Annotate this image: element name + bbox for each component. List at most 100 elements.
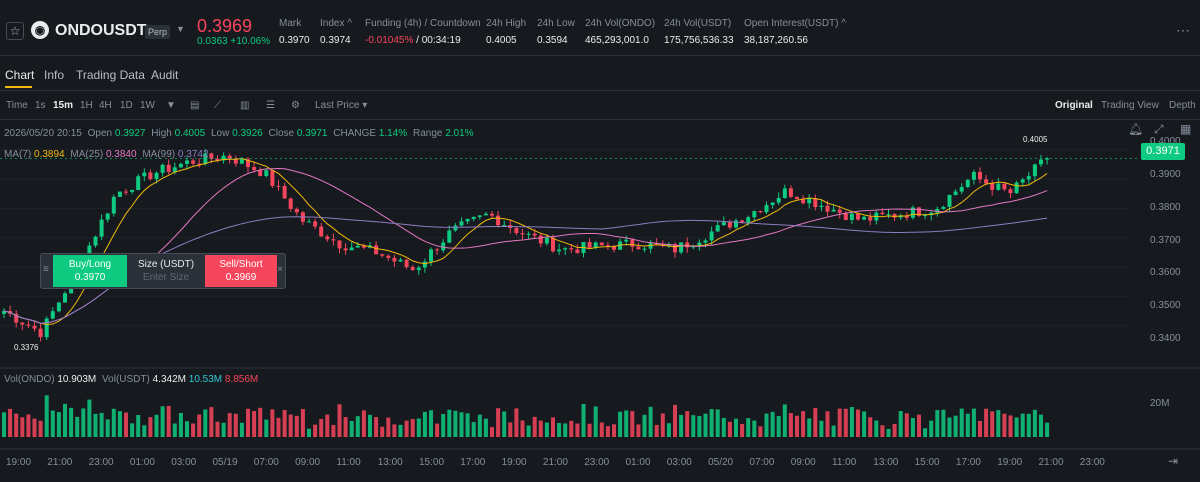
buy-long-button[interactable]: Buy/Long 0.3970 — [53, 255, 127, 287]
candle-body — [734, 220, 738, 228]
gear-icon[interactable]: ⚙ — [291, 100, 300, 111]
active-tab-indicator — [5, 86, 32, 88]
candle-body — [276, 185, 281, 187]
settings-sliders-icon[interactable]: ☰ — [266, 100, 275, 111]
expand-icon[interactable]: ⤢ — [1154, 122, 1164, 136]
candle-body — [697, 242, 702, 246]
interval-4h[interactable]: 4H — [99, 100, 112, 111]
candle-body — [398, 259, 403, 262]
candle-body — [624, 239, 629, 242]
volume-bar — [727, 421, 732, 437]
view-trading-view[interactable]: Trading View — [1101, 100, 1159, 111]
indicator-icon[interactable]: ⟋ — [214, 100, 221, 111]
volume-bar — [215, 421, 220, 437]
volume-bar — [172, 423, 177, 437]
y-tick: 0.3700 — [1150, 235, 1181, 246]
volume-bar — [319, 418, 324, 437]
volume-bar — [636, 424, 641, 437]
x-tick: 23:00 — [88, 457, 114, 468]
volume-bar — [563, 423, 568, 437]
x-tick: 13:00 — [873, 457, 899, 468]
chart-type-icon[interactable]: ▥ — [240, 100, 250, 111]
candle-body — [978, 172, 982, 180]
grid-icon[interactable]: ▦ — [1180, 122, 1192, 136]
symbol-title[interactable]: ONDOUSDT — [55, 22, 147, 39]
volume-bar — [276, 417, 281, 437]
volume-bar — [746, 418, 751, 437]
candle-body — [349, 247, 354, 251]
volume-bar — [325, 414, 330, 437]
volume-bar — [544, 422, 549, 437]
volume-bar — [910, 417, 915, 437]
candle-body — [136, 176, 141, 191]
sell-short-button[interactable]: Sell/Short 0.3969 — [205, 255, 277, 287]
candle-body — [520, 233, 525, 235]
last-price-dropdown[interactable]: Last Price ▾ — [315, 100, 368, 111]
volume-bar — [502, 411, 507, 437]
chevron-down-icon[interactable]: ▼ — [166, 100, 176, 111]
x-tick: 15:00 — [419, 457, 445, 468]
candle-body — [990, 183, 995, 190]
price-change: 0.0363 +10.06% — [197, 36, 271, 47]
volume-bar — [551, 417, 555, 437]
stat-open-interest[interactable]: Open Interest(USDT) ^ 38,187,260.56 — [744, 18, 846, 46]
interval-1d[interactable]: 1D — [120, 100, 133, 111]
interval-1h[interactable]: 1H — [80, 100, 93, 111]
volume-bar — [825, 411, 830, 437]
volume-bar — [898, 411, 903, 437]
candle-body — [227, 155, 232, 159]
volume-bar — [69, 407, 74, 437]
x-tick: 01:00 — [129, 457, 155, 468]
calendar-icon[interactable]: ▤ — [190, 100, 200, 111]
more-icon[interactable]: ⋯ — [1176, 22, 1190, 38]
volume-bar — [441, 414, 446, 437]
tab-trading-data[interactable]: Trading Data — [76, 68, 145, 82]
chart-area[interactable] — [0, 121, 1200, 479]
high-price-tag: 0.4005 — [1023, 135, 1048, 144]
candle-body — [166, 164, 171, 172]
candle-body — [788, 188, 793, 197]
star-icon[interactable]: ☆ — [6, 22, 24, 40]
candle-body — [465, 219, 470, 222]
bell-icon[interactable]: 🔔︎ — [1128, 122, 1144, 136]
candle-body — [959, 187, 964, 192]
x-tick: 17:00 — [955, 457, 981, 468]
volume-bar — [386, 417, 391, 437]
volume-bar — [526, 425, 531, 437]
volume-bar — [14, 413, 19, 437]
candle-body — [776, 197, 781, 203]
x-tick: 09:00 — [295, 457, 321, 468]
volume-bar — [971, 408, 976, 437]
volume-bar — [178, 413, 183, 437]
candle-body — [904, 215, 909, 218]
volume-bar — [288, 414, 293, 437]
size-input[interactable]: Size (USDT) Enter Size — [137, 259, 195, 283]
interval-1w[interactable]: 1W — [140, 100, 155, 111]
x-tick: 07:00 — [749, 457, 775, 468]
candle-body — [14, 313, 19, 323]
low-price-tag: 0.3376 — [14, 343, 39, 352]
candle-body — [32, 325, 37, 329]
interval-15m[interactable]: 15m — [53, 100, 74, 111]
candle-body — [56, 302, 61, 312]
tab-audit[interactable]: Audit — [151, 68, 179, 82]
candle-body — [886, 214, 891, 216]
view-depth[interactable]: Depth — [1169, 100, 1196, 111]
stat-index[interactable]: Index ^ 0.3974 — [320, 18, 352, 46]
view-original[interactable]: Original — [1055, 100, 1093, 111]
chevron-down-icon[interactable]: ▼ — [176, 24, 185, 34]
tab-chart[interactable]: Chart — [5, 68, 35, 82]
volume-bar — [740, 424, 745, 437]
volume-bar — [331, 424, 336, 437]
candle-body — [746, 217, 751, 223]
x-tick: 05/19 — [212, 457, 238, 468]
candlestick-chart — [0, 149, 1200, 450]
scroll-end-icon[interactable]: ⇥ — [1168, 454, 1179, 468]
candle-body — [837, 209, 842, 213]
drag-handle-icon[interactable]: ≡ — [43, 264, 49, 275]
close-icon[interactable]: × — [277, 264, 283, 275]
tab-info[interactable]: Info — [44, 68, 65, 82]
ma-readout: MA(7) 0.3894 MA(25) 0.3840 MA(99) 0.3742 — [4, 149, 209, 160]
interval-1s[interactable]: 1s — [35, 100, 46, 111]
candle-body — [923, 215, 928, 217]
